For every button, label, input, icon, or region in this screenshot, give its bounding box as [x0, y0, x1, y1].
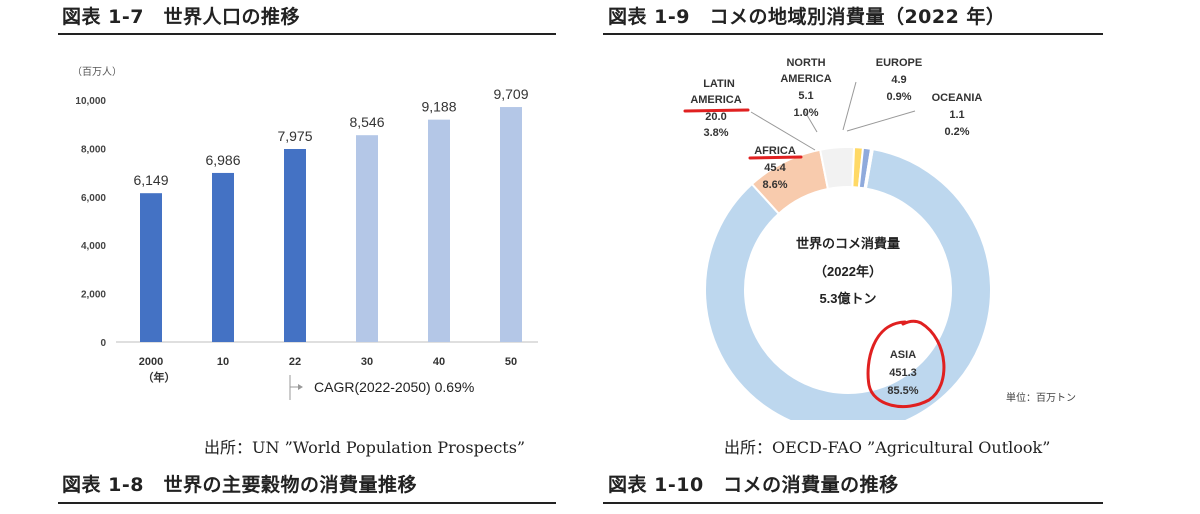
- title-rule-left: [58, 33, 556, 35]
- donut-center-title: 世界のコメ消費量: [796, 236, 900, 251]
- bar-data-label: 6,149: [133, 172, 168, 188]
- latin-america-label-2: AMERICA: [690, 94, 741, 106]
- bar: [140, 193, 162, 342]
- bar: [284, 149, 306, 342]
- oceania-label: OCEANIA: [932, 92, 983, 104]
- north-america-value: 5.1: [798, 90, 813, 102]
- donut-slice-oceania: [863, 147, 874, 190]
- bar-data-label: 8,546: [349, 114, 384, 130]
- bar-data-label: 7,975: [277, 128, 312, 144]
- africa-underline: [748, 155, 803, 160]
- latin-america-percent: 3.8%: [703, 127, 728, 139]
- rice-consumption-donut-chart: LATIN AMERICA 20.0 3.8% AFRICA 45.4 8.6%…: [683, 57, 1076, 420]
- source-rice: 出所：OECD-FAO ”Agricultural Outlook”: [724, 438, 1051, 457]
- oceania-percent: 0.2%: [944, 126, 969, 138]
- africa-label: AFRICA: [754, 145, 796, 157]
- donut-center-year: （2022年）: [814, 264, 882, 279]
- asia-circle: [866, 319, 946, 408]
- donut-center-total: 5.3億トン: [819, 291, 876, 306]
- figure-title-grain: 図表 1-8 世界の主要穀物の消費量推移: [62, 474, 417, 496]
- population-bar-chart: （百万人） 0 2,000 4,000 6,000 8,000 10,000 6,149 6…: [72, 66, 538, 400]
- bar: [356, 135, 378, 342]
- bar: [500, 107, 522, 342]
- europe-label: EUROPE: [876, 57, 922, 69]
- y-tick-label: 0: [100, 338, 106, 349]
- x-tick-label: 22: [289, 356, 301, 368]
- red-annotations: [683, 108, 946, 408]
- y-unit-label: （百万人）: [72, 66, 122, 78]
- figure-title-population: 図表 1-7 世界人口の推移: [62, 6, 300, 28]
- north-america-percent: 1.0%: [793, 107, 818, 119]
- figure-title-rice-trend: 図表 1-10 コメの消費量の推移: [608, 474, 899, 496]
- donut-slice-asia: [704, 148, 992, 420]
- north-america-label-2: AMERICA: [780, 73, 831, 85]
- x-unit-label: （年）: [143, 370, 176, 384]
- y-tick-label: 4,000: [81, 241, 106, 252]
- asia-percent: 85.5%: [887, 385, 918, 397]
- latin-america-value: 20.0: [705, 111, 726, 123]
- bar-data-label: 6,986: [205, 152, 240, 168]
- cagr-label: CAGR(2022-2050) 0.69%: [314, 379, 474, 395]
- donut-unit-label: 単位：百万トン: [1006, 391, 1076, 404]
- bar-data-label: 9,188: [421, 99, 456, 115]
- asia-label: ASIA: [890, 349, 916, 361]
- source-population: 出所：UN ”World Population Prospects”: [204, 438, 526, 457]
- oceania-value: 1.1: [949, 109, 964, 121]
- bar-data-label: 9,709: [493, 86, 528, 102]
- y-tick-label: 8,000: [81, 144, 106, 155]
- north-america-label-1: NORTH: [786, 57, 825, 69]
- title-rule-bottom-left: [58, 502, 556, 504]
- y-tick-label: 10,000: [75, 96, 106, 107]
- europe-percent: 0.9%: [886, 91, 911, 103]
- x-tick-label: 30: [361, 356, 373, 368]
- x-tick-label: 10: [217, 356, 229, 368]
- latin-america-label-1: LATIN: [703, 78, 735, 90]
- leader-lines: [750, 81, 916, 151]
- africa-value: 45.4: [764, 162, 786, 174]
- africa-percent: 8.6%: [762, 179, 787, 191]
- figure-title-rice-region: 図表 1-9 コメの地域別消費量（2022 年）: [608, 6, 1006, 28]
- europe-value: 4.9: [891, 74, 906, 86]
- bar: [212, 172, 234, 342]
- title-rule-right: [603, 33, 1103, 35]
- x-tick-label: 40: [433, 356, 445, 368]
- title-rule-bottom-right: [603, 502, 1103, 504]
- x-tick-label: 50: [505, 356, 517, 368]
- bar: [428, 119, 450, 343]
- y-tick-label: 2,000: [81, 290, 106, 301]
- cagr-annotation: CAGR(2022-2050) 0.69%: [289, 375, 474, 400]
- y-tick-label: 6,000: [81, 193, 106, 204]
- asia-value: 451.3: [889, 367, 917, 379]
- latin-america-underline: [683, 108, 750, 113]
- x-tick-label: 2000: [139, 356, 163, 368]
